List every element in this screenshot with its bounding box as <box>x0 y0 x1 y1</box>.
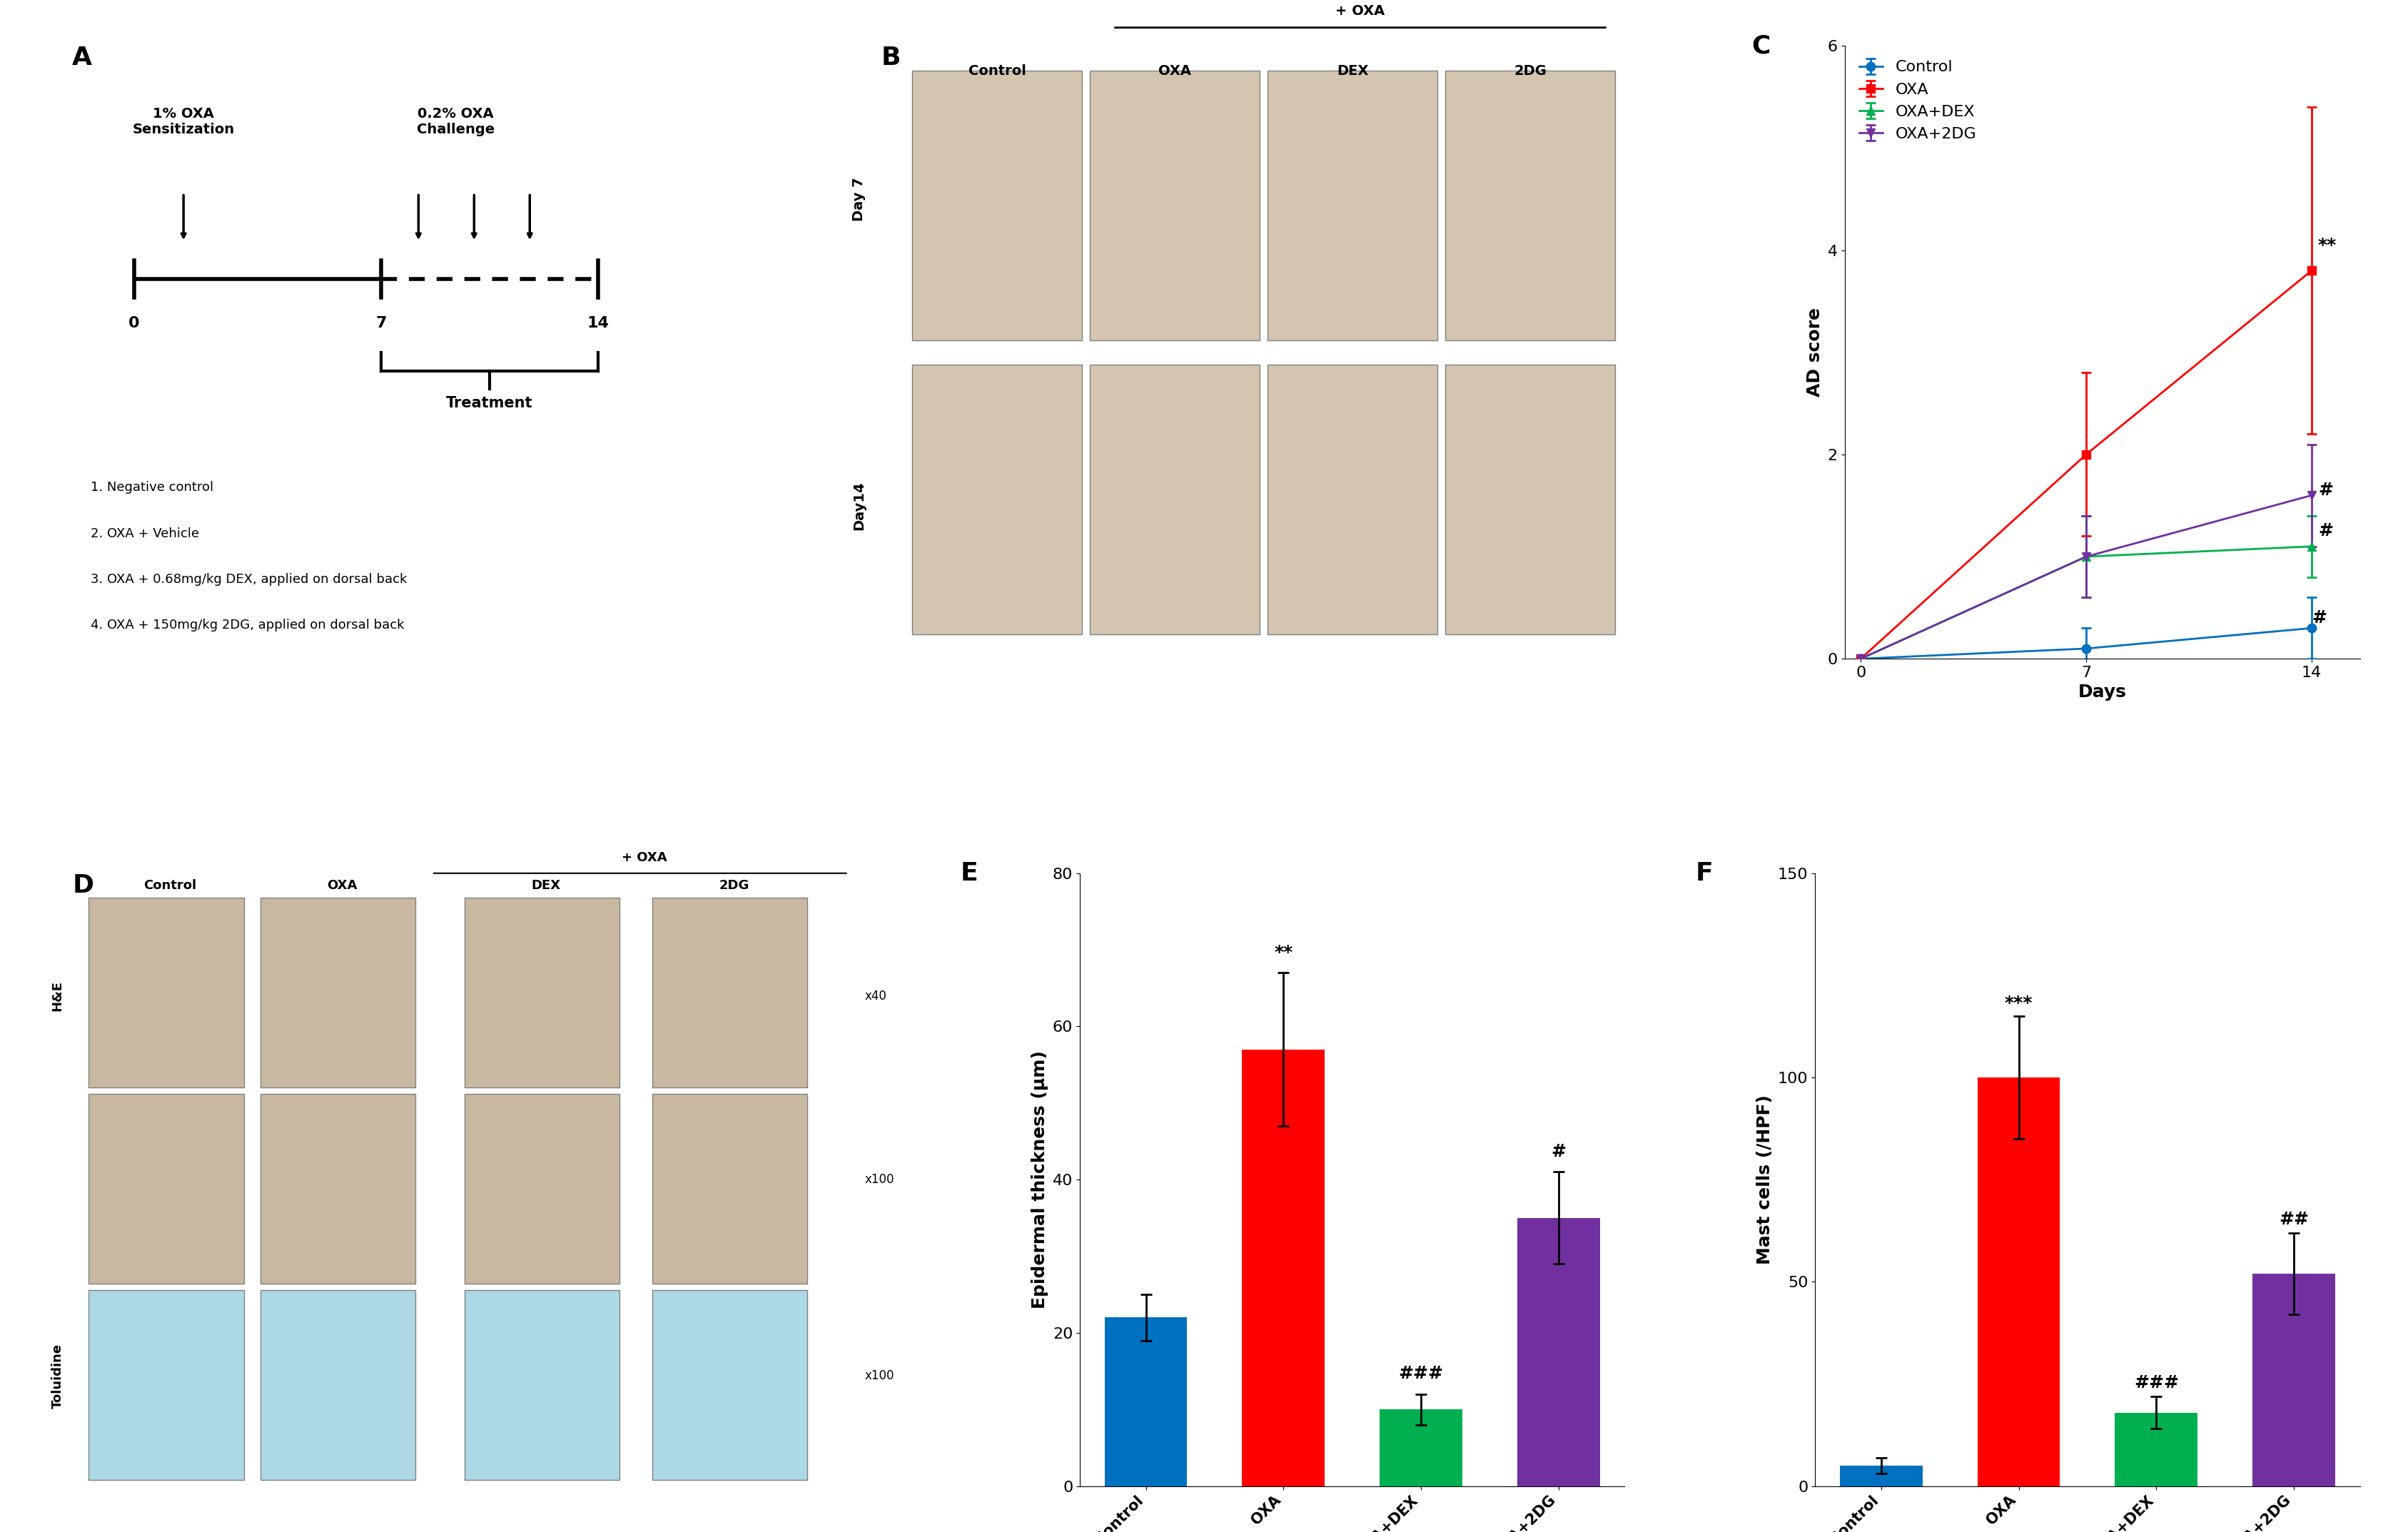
Bar <box>1380 1409 1462 1486</box>
FancyBboxPatch shape <box>1091 70 1259 340</box>
FancyBboxPatch shape <box>913 70 1081 340</box>
X-axis label: Days: Days <box>2078 683 2126 702</box>
Legend: Control, OXA, OXA+DEX, OXA+2DG: Control, OXA, OXA+DEX, OXA+2DG <box>1852 54 1982 147</box>
FancyBboxPatch shape <box>465 1094 619 1284</box>
FancyBboxPatch shape <box>89 1094 243 1284</box>
Bar <box>1105 1318 1187 1486</box>
Text: 14: 14 <box>588 317 609 331</box>
Text: 1. Negative control: 1. Negative control <box>92 481 214 493</box>
Y-axis label: AD score: AD score <box>1806 308 1823 397</box>
Text: #: # <box>1551 1143 1565 1160</box>
Text: Treatment: Treatment <box>445 397 532 411</box>
Text: + OXA: + OXA <box>621 850 667 864</box>
Text: **: ** <box>2319 236 2336 254</box>
Text: 2. OXA + Vehicle: 2. OXA + Vehicle <box>92 527 200 539</box>
Text: 2DG: 2DG <box>720 879 749 892</box>
Text: + OXA: + OXA <box>1336 5 1385 18</box>
Text: #: # <box>2319 522 2333 539</box>
Bar <box>2251 1273 2336 1486</box>
Text: OXA: OXA <box>327 879 356 892</box>
Text: Day14: Day14 <box>852 481 867 530</box>
Text: ##: ## <box>2278 1210 2309 1229</box>
FancyBboxPatch shape <box>653 898 807 1088</box>
Y-axis label: Mast cells (/HPF): Mast cells (/HPF) <box>1758 1095 1775 1264</box>
FancyBboxPatch shape <box>1445 365 1616 634</box>
Text: 4. OXA + 150mg/kg 2DG, applied on dorsal back: 4. OXA + 150mg/kg 2DG, applied on dorsal… <box>92 619 405 631</box>
Bar <box>1977 1077 2059 1486</box>
Text: OXA: OXA <box>1158 64 1192 78</box>
Text: D: D <box>72 873 94 898</box>
FancyBboxPatch shape <box>1091 365 1259 634</box>
Bar <box>1243 1049 1324 1486</box>
Text: E: E <box>961 861 978 885</box>
Text: C: C <box>1753 34 1770 58</box>
Text: H&E: H&E <box>51 980 65 1011</box>
Text: #: # <box>2312 610 2326 627</box>
Bar <box>1517 1218 1599 1486</box>
Text: Toluidine: Toluidine <box>51 1344 65 1408</box>
FancyBboxPatch shape <box>260 1290 417 1480</box>
FancyBboxPatch shape <box>1267 365 1438 634</box>
FancyBboxPatch shape <box>913 365 1081 634</box>
FancyBboxPatch shape <box>89 898 243 1088</box>
Text: F: F <box>1695 861 1712 885</box>
Text: 0: 0 <box>128 317 140 331</box>
Text: 0.2% OXA
Challenge: 0.2% OXA Challenge <box>417 107 494 136</box>
Text: #: # <box>2319 481 2333 499</box>
FancyBboxPatch shape <box>465 1290 619 1480</box>
FancyBboxPatch shape <box>653 1290 807 1480</box>
Text: ***: *** <box>2006 994 2032 1011</box>
Text: A: A <box>72 46 92 70</box>
Text: x100: x100 <box>864 1370 893 1382</box>
Text: x100: x100 <box>864 1174 893 1186</box>
FancyBboxPatch shape <box>653 1094 807 1284</box>
Text: **: ** <box>1274 944 1293 961</box>
Text: 3. OXA + 0.68mg/kg DEX, applied on dorsal back: 3. OXA + 0.68mg/kg DEX, applied on dorsa… <box>92 573 407 585</box>
FancyBboxPatch shape <box>260 898 417 1088</box>
Text: Control: Control <box>144 879 197 892</box>
Text: 7: 7 <box>376 317 388 331</box>
FancyBboxPatch shape <box>465 898 619 1088</box>
Text: B: B <box>881 46 901 70</box>
Text: Day 7: Day 7 <box>852 178 867 221</box>
Text: DEX: DEX <box>1336 64 1368 78</box>
FancyBboxPatch shape <box>260 1094 417 1284</box>
Bar <box>1840 1466 1922 1486</box>
Text: 2DG: 2DG <box>1515 64 1546 78</box>
Y-axis label: Epidermal thickness (μm): Epidermal thickness (μm) <box>1031 1051 1050 1308</box>
Text: x40: x40 <box>864 990 886 1002</box>
Text: DEX: DEX <box>532 879 561 892</box>
FancyBboxPatch shape <box>1267 70 1438 340</box>
Text: 1% OXA
Sensitization: 1% OXA Sensitization <box>132 107 234 136</box>
FancyBboxPatch shape <box>1445 70 1616 340</box>
Text: ###: ### <box>1399 1365 1442 1382</box>
FancyBboxPatch shape <box>89 1290 243 1480</box>
Bar <box>2114 1413 2199 1486</box>
Text: Control: Control <box>968 64 1026 78</box>
Text: ###: ### <box>2133 1374 2179 1391</box>
